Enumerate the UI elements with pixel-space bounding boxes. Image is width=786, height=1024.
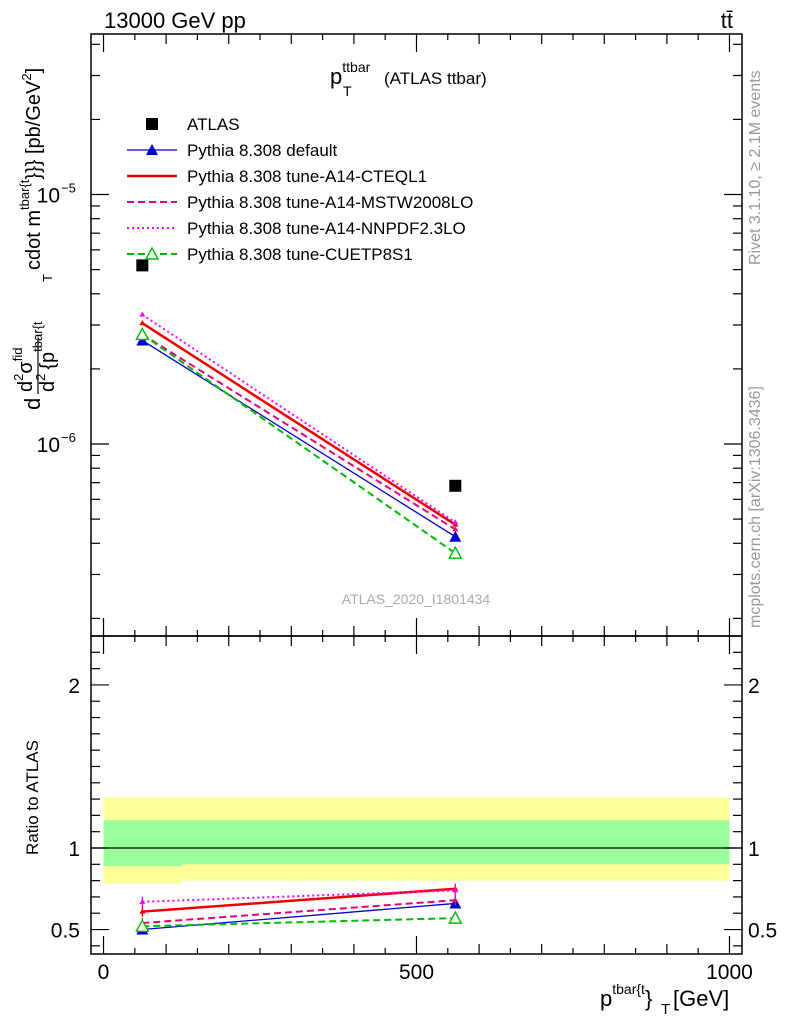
legend-entry-3: Pythia 8.308 tune-A14-MSTW2008LO <box>127 193 473 212</box>
ratio-ytick-label-right-0: 0.5 <box>748 920 777 943</box>
main-point-1-1 <box>449 530 462 542</box>
xlabel-brace: } <box>645 986 652 1011</box>
legend-label-5: Pythia 8.308 tune-CUETP8S1 <box>187 245 413 264</box>
rivet-label: Rivet 3.1.10, ≥ 2.1M events <box>747 70 764 265</box>
main-point-4-0 <box>139 311 146 317</box>
plot-title: pttbar <box>330 59 371 89</box>
legend-label-2: Pythia 8.308 tune-A14-CTEQL1 <box>187 167 427 186</box>
mcplots-label: mcplots.cern.ch [arXiv:1306.3436] <box>747 386 764 628</box>
ylabel-T: T <box>40 274 55 282</box>
ratio-ytick-label-left-0: 0.5 <box>51 920 80 943</box>
ratio-point-2-1 <box>452 897 459 903</box>
legend-entry-0: ATLAS <box>146 115 240 134</box>
ratio-point-4-1 <box>448 910 463 924</box>
ylabel-sigma: σ <box>15 361 37 374</box>
xlabel-unit: [GeV] <box>673 986 729 1011</box>
svg-text:d: d <box>20 398 45 410</box>
ylabel-exp2b: 2 <box>33 374 48 381</box>
svg-text:cdot mtbar{t}}} [pb/GeV2]: cdot mtbar{t}}} [pb/GeV2] <box>17 68 45 270</box>
ylabel-unit: }}} [pb/GeV <box>23 80 45 180</box>
main-point-0-1 <box>449 479 462 492</box>
main-point-4-1 <box>452 519 459 525</box>
ylabel-p: {p <box>37 352 59 370</box>
ratio-line-4 <box>142 917 456 928</box>
ratio-point-4-0 <box>135 918 150 932</box>
plot-title-main: p <box>330 64 342 89</box>
plot-title-suffix: (ATLAS ttbar) <box>384 69 487 88</box>
ylabel-unit-exp: 2 <box>19 73 34 80</box>
ylabel-unit-close: ] <box>23 68 45 74</box>
ratio-point-1-0 <box>139 908 146 914</box>
plot-title-sup: ttbar <box>342 59 370 75</box>
ylabel-fid: fid <box>10 348 25 362</box>
legend-marker-0 <box>146 118 158 130</box>
legend-entry-1: Pythia 8.308 default <box>127 141 338 160</box>
ylabel-d2: d <box>15 381 37 392</box>
main-point-3-1 <box>452 526 459 532</box>
xtick-label-2: 1000 <box>706 961 753 984</box>
svg-text:d2σfid: d2σfid <box>10 348 37 392</box>
ratio-ytick-label-right-1: 1 <box>748 838 760 861</box>
ylabel-cdot: cdot m <box>23 210 45 270</box>
legend-marker-5 <box>144 246 160 260</box>
ratio-ytick-label-right-2: 2 <box>748 675 760 698</box>
ylabel-exp2: 2 <box>11 374 26 381</box>
legend-label-3: Pythia 8.308 tune-A14-MSTW2008LO <box>187 193 473 212</box>
ratio-panel <box>91 797 742 935</box>
legend: ATLAS Pythia 8.308 default Pythia 8.308 tu… <box>127 115 473 264</box>
ylabel-top: d d2σfid d2{ptbar{t T cdot mtbar{t}}} [p… <box>10 68 59 410</box>
legend-entry-4: Pythia 8.308 tune-A14-NNPDF2.3LO <box>127 219 466 238</box>
main-line-2 <box>141 322 456 526</box>
ytick-label-1e-6: 10 <box>37 434 60 457</box>
energy-label: 13000 GeV pp <box>104 8 246 33</box>
main-line-3 <box>141 333 456 531</box>
svg-text:d2{ptbar{t: d2 {ptbar{t <box>30 321 59 392</box>
ratio-point-3-1 <box>452 887 459 893</box>
ratio-line-2 <box>142 899 456 925</box>
main-point-0-0 <box>136 259 149 272</box>
xtick-label-0: 0 <box>98 961 110 984</box>
ylabel-ratio: Ratio to ATLAS <box>23 740 42 855</box>
ylabel-d: d <box>20 398 45 410</box>
main-point-5-1 <box>448 545 463 559</box>
ratio-line-3 <box>142 889 456 903</box>
xtick-label-1: 500 <box>399 961 434 984</box>
plot-title-sub: T <box>343 83 352 99</box>
legend-label-4: Pythia 8.308 tune-A14-NNPDF2.3LO <box>187 219 466 238</box>
ratio-band-green <box>103 820 730 866</box>
legend-entry-2: Pythia 8.308 tune-A14-CTEQL1 <box>127 167 427 186</box>
ytick-label-1e-6-exp: −6 <box>61 430 76 445</box>
legend-label-0: ATLAS <box>187 115 240 134</box>
ytick-label-1e-5-exp: −5 <box>61 181 76 196</box>
xlabel-p: p <box>600 986 612 1011</box>
main-line-4 <box>141 313 456 524</box>
xlabel-sup: tbar{t <box>612 981 645 997</box>
legend-marker-1 <box>146 144 158 155</box>
ylabel-dd: d <box>37 381 59 392</box>
main-point-5-0 <box>135 326 150 341</box>
process-label: tt̄ <box>721 8 733 33</box>
analysis-watermark: ATLAS_2020_I1801434 <box>342 591 491 607</box>
main-line-1 <box>141 339 456 538</box>
ratio-ytick-label-left-1: 1 <box>68 838 80 861</box>
ytick-label-1e-5: 10 <box>37 185 60 208</box>
ylabel-tbar1: tbar{t <box>30 321 45 352</box>
ratio-line-0 <box>142 902 456 931</box>
xlabel-T: T <box>661 1001 670 1018</box>
main-panel <box>135 259 463 559</box>
main-line-5 <box>141 333 456 555</box>
xlabel: ptbar{t} <box>600 981 652 1011</box>
ylabel-tbar2: tbar{t <box>17 179 32 210</box>
ratio-point-3-0 <box>139 898 146 904</box>
legend-entry-5: Pythia 8.308 tune-CUETP8S1 <box>127 245 413 264</box>
legend-label-1: Pythia 8.308 default <box>187 141 338 160</box>
main-point-2-0 <box>139 320 146 326</box>
ratio-ytick-label-left-2: 2 <box>68 675 80 698</box>
